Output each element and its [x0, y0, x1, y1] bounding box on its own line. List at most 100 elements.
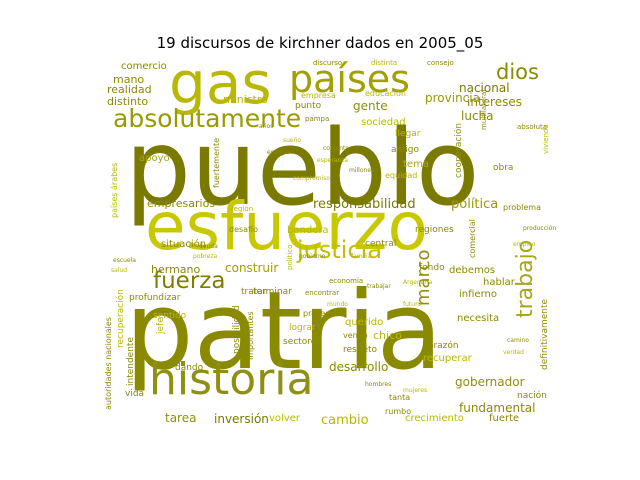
word-fondo: fondo: [419, 263, 445, 273]
word-situacion: situación: [161, 239, 207, 250]
word-jefe: jefe: [156, 317, 166, 334]
word-regiones: regiones: [415, 225, 454, 235]
word-energia: energía: [267, 149, 290, 156]
word-inversion: inversión: [214, 412, 269, 424]
word-importantes: importantes: [246, 311, 255, 360]
word-discurso: discurso: [313, 59, 343, 67]
word-distinta: distinta: [371, 59, 398, 67]
word-multilateral: multilateral: [480, 89, 488, 130]
word-cooperacion: cooperación: [454, 122, 464, 178]
word-provincia: provincia: [425, 91, 480, 105]
word-fundamental: fundamental: [459, 401, 536, 415]
word-comercial: comercial: [468, 219, 477, 258]
word-esperanza: esperanza: [317, 157, 349, 164]
word-responsabilidad: responsabilidad: [313, 197, 416, 212]
word-deuda: deuda: [199, 243, 218, 250]
word-corazon: corazón: [423, 341, 459, 351]
word-absolutamente: absolutamente: [113, 104, 302, 133]
word-distinto: distinto: [107, 95, 149, 108]
word-conjunto: conjunto: [323, 145, 350, 152]
word-hablar: hablar: [483, 277, 515, 288]
word-justicia: justicia: [297, 236, 383, 264]
word-fuerte: fuerte: [489, 413, 520, 424]
word-millones: millones: [349, 167, 375, 174]
word-cambio: cambio: [321, 413, 369, 424]
word-fuertemente: fuertemente: [212, 138, 221, 188]
word-crecimiento: crecimiento: [405, 413, 464, 424]
word-recuperacion: recuperación: [116, 289, 126, 348]
word-volver: volver: [269, 413, 300, 424]
word-construir: construir: [225, 261, 279, 275]
word-vengo: vengo: [343, 331, 368, 340]
word-profundizar: profundizar: [129, 293, 181, 303]
word-compromiso: compromiso: [293, 175, 330, 182]
word-desafio: desafío: [229, 225, 259, 234]
word-region: región: [231, 205, 254, 213]
word-familia: familia: [351, 253, 372, 260]
word-politico: político: [286, 244, 294, 270]
word-respeto: respeto: [343, 345, 378, 355]
word-comercio: comercio: [121, 61, 167, 72]
word-gas: gas: [169, 58, 272, 117]
word-camino: camino: [507, 337, 529, 344]
word-trabajo: trabajo: [513, 239, 538, 318]
word-lucha: lucha: [461, 109, 494, 123]
word-obra: obra: [493, 163, 514, 173]
word-dios: dios: [496, 60, 539, 84]
word-dando: dando: [175, 363, 204, 373]
word-salud: salud: [111, 267, 128, 274]
word-absoluta: absoluta: [517, 123, 548, 131]
word-intendente: intendente: [126, 337, 136, 386]
word-equidad: equidad: [385, 171, 418, 180]
word-empresa: empresa: [301, 91, 336, 100]
word-lograr: lograr: [289, 323, 316, 333]
word-central: central: [365, 239, 397, 249]
word-problema: problema: [503, 203, 542, 212]
word-tema: tema: [403, 159, 429, 170]
word-encontrar: encontrar: [305, 289, 340, 297]
word-trabajar: trabajar: [367, 283, 391, 290]
word-pueblo: pueblo: [125, 107, 480, 229]
word-sueno: sueño: [283, 137, 302, 144]
word-tanta: tanta: [389, 393, 411, 402]
word-gobierno: gobierno: [299, 253, 326, 260]
word-pampa: pampa: [305, 115, 330, 123]
word-empleo: empleo: [513, 241, 536, 248]
word-gente: gente: [353, 99, 388, 113]
word-querido: querido: [345, 317, 384, 328]
word-gobernador: gobernador: [455, 375, 525, 389]
word-patria: patria: [125, 269, 443, 394]
word-pobreza: pobreza: [193, 253, 218, 260]
word-empresarios: empresarios: [147, 197, 216, 210]
word-mano: mano: [113, 73, 145, 86]
word-punto: punto: [295, 101, 322, 111]
word-posibilidad: posibilidad: [232, 305, 242, 354]
word-futuro: futuro: [403, 301, 422, 308]
word-ministro: ministro: [223, 93, 268, 106]
word-consejo: consejo: [427, 59, 454, 67]
word-hermano: hermano: [151, 263, 201, 276]
word-bandera: bandera: [287, 225, 329, 236]
word-marco: marco: [413, 249, 434, 306]
word-presente: presente: [303, 309, 339, 318]
word-economia: economía: [329, 277, 364, 285]
word-paises: países: [289, 58, 410, 101]
word-fuerza: fuerza: [153, 268, 226, 294]
word-esfuerzo: esfuerzo: [145, 188, 428, 265]
word-educacion: educación: [365, 89, 406, 98]
word-autoridades-nacionales: autoridades nacionales: [104, 317, 113, 410]
word-apoyo: apoyo: [139, 153, 170, 164]
word-nacional: nacional: [459, 81, 510, 95]
word-mujeres: mujeres: [403, 387, 428, 394]
word-necesita: necesita: [457, 313, 500, 324]
word-escuela: escuela: [113, 257, 136, 264]
word-sectores: sectores: [283, 337, 321, 347]
word-verdad: verdad: [503, 349, 524, 356]
word-historia: historia: [149, 354, 314, 405]
word-paises-arabes: países árabes: [110, 162, 119, 218]
word-argentina: Argentina: [403, 279, 433, 286]
word-amigo: amigo: [391, 145, 420, 155]
word-terminar: terminar: [253, 287, 292, 297]
word-sentido: sentido: [153, 311, 187, 321]
word-tratar: tratar: [241, 287, 267, 297]
